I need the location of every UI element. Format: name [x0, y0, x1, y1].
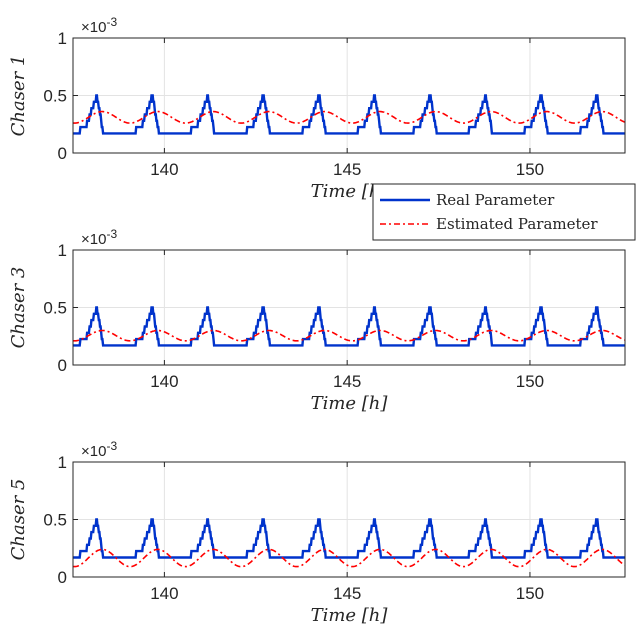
x-axis-label: Time [h] — [311, 181, 389, 202]
legend-label-estimated: Estimated Parameter — [436, 215, 598, 233]
x-axis-label: Time [h] — [311, 605, 389, 626]
x-tick-label: 140 — [150, 160, 178, 179]
y-tick-label: 0 — [58, 144, 67, 163]
panel-3: 140 145 150 0 0.5 1 ×10-3 Chaser 5 Time [h] — [8, 439, 626, 626]
legend: Real Parameter Estimated Parameter — [372, 183, 636, 241]
panel-2: 140 145 150 0 0.5 1 ×10-3 Chaser 3 Time [h] — [8, 227, 626, 414]
exponent-label: ×10-3 — [81, 439, 117, 460]
series-line-estimated-3 — [72, 548, 626, 568]
x-tick-label: 150 — [516, 372, 544, 391]
x-tick-label: 145 — [333, 372, 361, 391]
legend-label-real: Real Parameter — [436, 191, 555, 209]
exponent-label: ×10-3 — [81, 227, 117, 248]
y-axis-label: Chaser 3 — [8, 267, 29, 349]
y-tick-label: 1 — [58, 453, 67, 472]
y-tick-label: 1 — [58, 241, 67, 260]
x-tick-label: 150 — [516, 584, 544, 603]
series-line-estimated-1 — [72, 110, 626, 124]
x-tick-label: 150 — [516, 160, 544, 179]
x-tick-label: 145 — [333, 584, 361, 603]
y-tick-label: 0.5 — [43, 299, 67, 318]
exponent-label: ×10-3 — [81, 15, 117, 36]
y-tick-label: 0.5 — [43, 511, 67, 530]
legend-box — [372, 183, 636, 241]
y-tick-label: 0 — [58, 356, 67, 375]
y-axis-label: Chaser 1 — [8, 55, 29, 137]
series-line-real-2 — [73, 306, 625, 347]
y-tick-label: 1 — [58, 29, 67, 48]
y-axis-label: Chaser 5 — [8, 479, 29, 561]
x-tick-label: 140 — [150, 372, 178, 391]
series-line-real-3 — [73, 518, 625, 559]
y-tick-label: 0 — [58, 568, 67, 587]
x-tick-label: 145 — [333, 160, 361, 179]
y-tick-label: 0.5 — [43, 87, 67, 106]
x-axis-label: Time [h] — [311, 393, 389, 414]
panel-1: 140 145 150 0 0.5 1 ×10-3 Chaser 1 Time [h] — [8, 15, 626, 202]
series-line-real-1 — [73, 94, 625, 135]
x-tick-label: 140 — [150, 584, 178, 603]
series-line-estimated-2 — [73, 329, 626, 342]
